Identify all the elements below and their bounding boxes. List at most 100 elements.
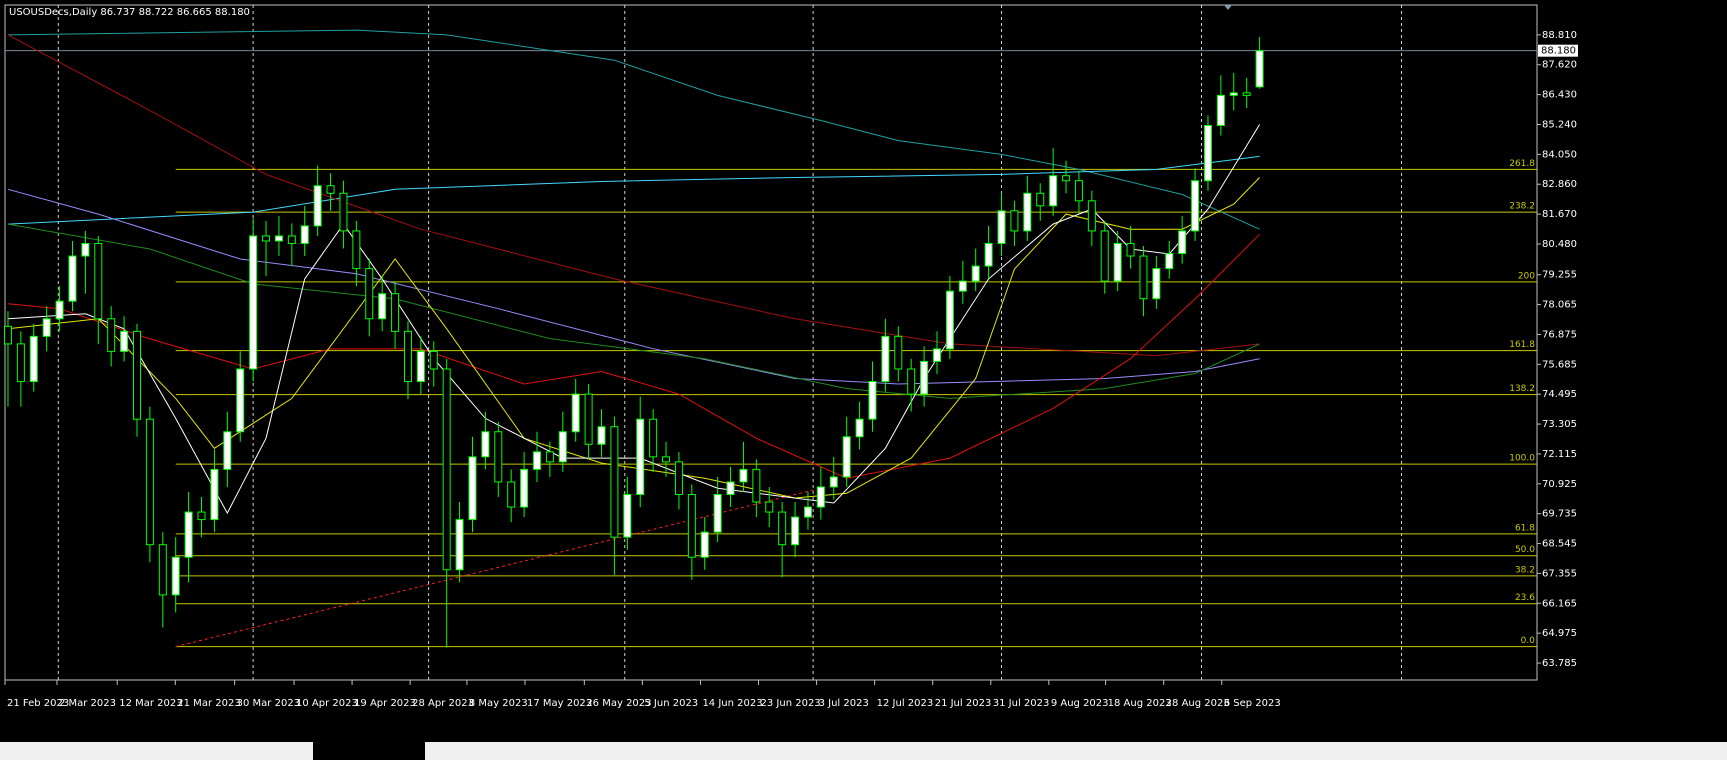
candle-body	[1074, 180, 1083, 202]
candle-body	[184, 511, 193, 558]
candle-body	[997, 210, 1006, 244]
fibo-label: 100.0	[1509, 454, 1535, 464]
x-tick-label: 3 Jul 2023	[819, 698, 869, 709]
candle-body	[352, 230, 361, 270]
candle-body	[416, 350, 425, 383]
candle-body	[739, 468, 748, 483]
candle-body	[378, 293, 387, 320]
x-tick-label: 23 Jun 2023	[761, 698, 821, 709]
candle-body	[3, 325, 12, 345]
candle-body	[1165, 253, 1174, 270]
x-tick-label: 2 Mar 2023	[59, 698, 116, 709]
chart-title: USOUSDecs,Daily 86.737 88.722 86.665 88.…	[9, 7, 250, 18]
candle-body	[1216, 94, 1225, 126]
candle-body	[726, 481, 735, 495]
plot-area: 88.810 87.620 86.430 85.240 84.050 82.860 81.6…	[3, 5, 1578, 709]
candle-body	[68, 255, 77, 302]
candle-body	[236, 368, 245, 433]
x-tick-label: 30 Mar 2023	[237, 698, 300, 709]
candle-body	[494, 431, 503, 483]
fibo-label: 0.0	[1521, 636, 1536, 646]
x-tick-label: 5 Jun 2023	[644, 698, 698, 709]
trend-line	[175, 487, 822, 648]
candle-body	[42, 318, 51, 337]
candle-body	[920, 360, 929, 395]
x-tick-label: 10 Apr 2023	[296, 698, 358, 709]
candle-body	[610, 426, 619, 538]
tab-strip[interactable]	[0, 742, 313, 760]
y-tick-label: 75.685	[1542, 359, 1577, 370]
fibo-label: 238.2	[1509, 202, 1535, 212]
candle-body	[829, 476, 838, 488]
x-tick-label: 12 Mar 2023	[119, 698, 182, 709]
candle-body	[1087, 200, 1096, 232]
y-tick-label: 68.545	[1542, 539, 1577, 550]
y-tick-label: 82.860	[1542, 179, 1577, 190]
candle-body	[145, 418, 154, 546]
candle-body	[623, 493, 632, 538]
y-tick-label: 69.735	[1542, 509, 1577, 520]
y-tick-label: 78.065	[1542, 300, 1577, 311]
moving-average	[7, 223, 1260, 399]
candle-body	[907, 368, 916, 395]
candle-body	[1036, 192, 1045, 207]
candle-body	[700, 531, 709, 558]
y-tick-label: 88.810	[1542, 30, 1577, 41]
candle-body	[713, 493, 722, 533]
x-tick-label: 26 May 2023	[586, 698, 651, 709]
candle-body	[1178, 230, 1187, 255]
shift-marker[interactable]	[1224, 5, 1232, 10]
candle-body	[171, 556, 180, 596]
x-tick-label: 14 Jun 2023	[702, 698, 762, 709]
candle-body	[507, 481, 516, 508]
y-tick-label: 87.620	[1542, 60, 1577, 71]
candle-body	[816, 486, 825, 508]
candle-body	[1049, 175, 1058, 207]
candle-body	[571, 393, 580, 433]
candle-body	[210, 468, 219, 521]
candle-body	[855, 418, 864, 438]
candle-body	[881, 335, 890, 383]
y-tick-label: 80.480	[1542, 239, 1577, 250]
candle-body	[455, 519, 464, 571]
candle-body	[81, 242, 90, 257]
candle-body	[133, 330, 141, 420]
y-tick-label: 76.875	[1542, 329, 1577, 340]
candle-body	[326, 185, 335, 194]
y-tick-label: 85.240	[1542, 119, 1577, 130]
candle-body	[442, 368, 451, 571]
fibo-label: 261.8	[1509, 159, 1535, 169]
candle-body	[391, 293, 400, 332]
y-tick-label: 70.925	[1542, 479, 1577, 490]
scroll-strip[interactable]	[425, 742, 1727, 760]
x-tick-label: 31 Jul 2023	[993, 698, 1050, 709]
candle-body	[339, 192, 348, 232]
x-tick-label: 12 Jul 2023	[877, 698, 934, 709]
moving-average	[7, 29, 1260, 230]
candle-body	[584, 393, 593, 445]
candle-body	[468, 456, 477, 521]
x-tick-label: 28 Apr 2023	[412, 698, 474, 709]
candle-body	[520, 468, 529, 508]
y-tick-label: 86.430	[1542, 90, 1577, 101]
candle-body	[545, 451, 554, 463]
y-tick-label: 74.495	[1542, 389, 1577, 400]
y-tick-label: 72.115	[1542, 449, 1577, 460]
candle-body	[868, 381, 877, 420]
candle-body	[791, 516, 800, 546]
candle-body	[55, 300, 64, 320]
candle-body	[894, 335, 903, 370]
candle-body	[1139, 255, 1148, 300]
candle-body	[984, 242, 993, 267]
candle-body	[1126, 242, 1135, 257]
fibo-label: 138.2	[1509, 384, 1535, 394]
moving-average	[7, 124, 1261, 515]
bid-label-box	[1538, 44, 1578, 57]
moving-average	[7, 34, 1260, 357]
fibo-label: 161.8	[1509, 340, 1535, 350]
y-tick-label: 79.255	[1542, 270, 1577, 281]
candle-body	[313, 185, 322, 227]
y-tick-label: 84.050	[1542, 149, 1577, 160]
candle-body	[107, 318, 116, 352]
